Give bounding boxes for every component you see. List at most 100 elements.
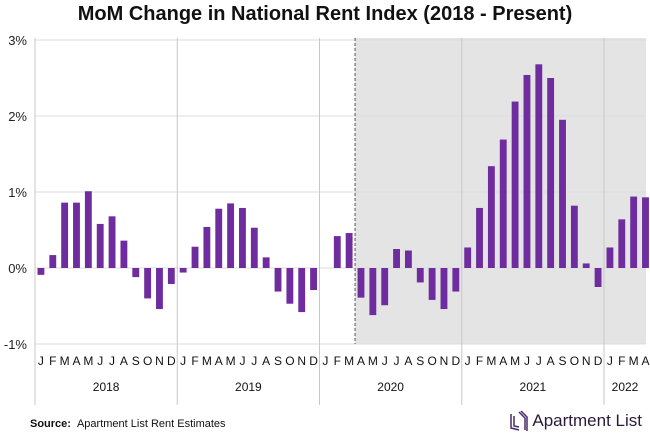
month-label: M [486,354,496,368]
bar [61,202,69,268]
month-label: F [476,354,483,368]
bar [381,268,389,306]
bar [464,247,472,268]
month-label: M [202,354,212,368]
month-label: J [97,354,103,368]
month-label: A [547,354,555,368]
bar [167,268,175,284]
month-label: J [109,354,115,368]
month-label: F [49,354,56,368]
apartment-list-logo: Apartment List [508,410,642,432]
bar [523,74,531,269]
year-label: 2022 [612,380,639,394]
bar [96,223,104,268]
bar [73,202,80,268]
bar [37,268,45,275]
bar [132,268,140,278]
month-label: S [559,354,567,368]
month-label: D [309,354,318,368]
logo-icon [510,410,529,431]
source-note: Source: Apartment List Rent Estimates [30,418,226,430]
month-label: J [38,354,44,368]
bar [428,268,436,300]
source-label: Source: [30,418,71,430]
month-label: O [427,354,436,368]
month-label: O [570,354,579,368]
month-label: J [394,354,400,368]
y-tick-label: 2% [8,109,27,124]
y-tick-label: 1% [8,185,27,200]
month-label: D [451,354,460,368]
bar [333,236,341,268]
bar [642,197,649,268]
month-label: J [382,354,388,368]
bar [606,247,614,268]
month-label: J [251,354,257,368]
bar [227,203,235,268]
month-label: J [322,354,328,368]
bar [618,219,626,268]
bar [559,119,566,268]
y-tick-label: 0% [8,261,27,276]
bar [345,233,353,268]
bar [369,268,377,316]
bar [393,249,400,268]
month-label: O [143,354,152,368]
bar [156,268,163,310]
month-label: S [132,354,140,368]
bar [239,207,246,268]
bar [191,246,199,268]
bar [416,268,424,283]
month-label: A [72,354,80,368]
month-label: N [155,354,164,368]
month-label: D [594,354,603,368]
month-label: M [83,354,93,368]
logo-text: Apartment List [532,411,642,430]
bar [535,64,543,268]
bar [84,191,92,268]
bar [476,207,483,268]
bar [630,196,638,268]
chart-title: MoM Change in National Rent Index (2018 … [77,3,573,25]
bar [250,227,258,268]
bar [511,101,519,268]
month-label: J [180,354,186,368]
year-label: 2018 [93,380,120,394]
month-label: J [239,354,245,368]
month-label: F [191,354,198,368]
year-label: 2021 [520,380,547,394]
month-label: A [262,354,270,368]
y-tick-label: 3% [8,33,27,48]
bar [203,226,211,268]
month-label: O [285,354,294,368]
y-tick-label: -1% [4,337,28,352]
month-label: M [226,354,236,368]
bar [404,250,412,268]
month-label: M [368,354,378,368]
month-label: A [641,354,649,368]
bar [274,268,282,292]
source-text: Apartment List Rent Estimates [76,418,226,430]
bar [547,78,555,268]
bar [286,268,294,304]
bar [594,268,602,287]
month-label: A [215,354,223,368]
bar [144,268,152,299]
bar [49,255,57,268]
month-label: D [167,354,176,368]
month-label: A [499,354,507,368]
month-label: F [334,354,341,368]
month-label: F [618,354,625,368]
bar [310,268,317,291]
bar [499,139,507,268]
bar [440,268,448,310]
month-label: M [510,354,520,368]
bar [120,240,128,268]
bar [215,208,223,268]
bar [582,263,590,268]
bar [570,205,578,268]
month-label: A [404,354,412,368]
bar [487,166,495,268]
month-label: S [274,354,282,368]
